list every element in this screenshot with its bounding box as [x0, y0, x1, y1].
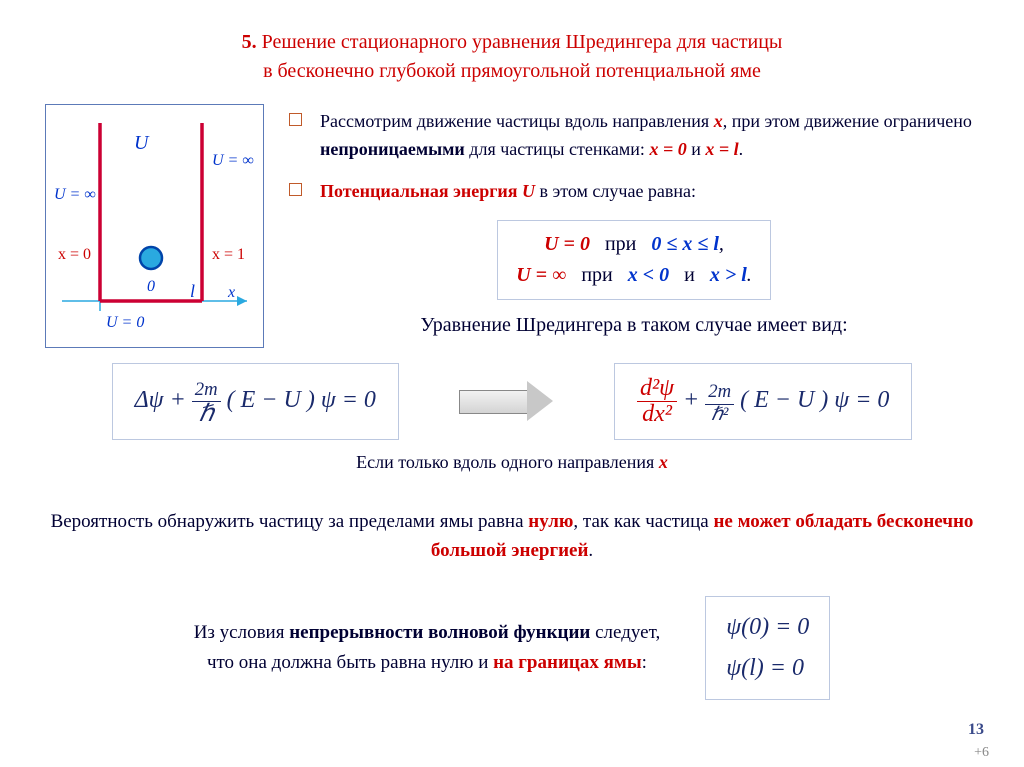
section-title: 5. Решение стационарного уравнения Шреди…: [0, 0, 1024, 86]
bullet-square-icon: [289, 183, 302, 196]
equation-row: Δψ + 2mℏ ( E − U ) ψ = 0 d²ψdx² + 2mℏ² (…: [45, 363, 979, 440]
equation-2: d²ψdx² + 2mℏ² ( E − U ) ψ = 0: [614, 363, 912, 440]
svg-text:x = 0: x = 0: [58, 246, 91, 263]
svg-text:U = 0: U = 0: [106, 314, 144, 331]
boundary-conditions-box: ψ(0) = 0 ψ(l) = 0: [705, 596, 830, 700]
bullet-2-text: Потенциальная энергия U в этом случае ра…: [320, 178, 696, 206]
continuity-text: Из условия непрерывности волновой функци…: [194, 618, 661, 677]
schrodinger-intro: Уравнение Шредингера в таком случае имее…: [289, 314, 979, 337]
bullet-1: Рассмотрим движение частицы вдоль направ…: [289, 108, 979, 164]
svg-text:U = ∞: U = ∞: [212, 152, 254, 169]
title-line-2: в бесконечно глубокой прямоугольной поте…: [263, 60, 761, 82]
bullet-2: Потенциальная энергия U в этом случае ра…: [289, 178, 979, 206]
bullet-square-icon: [289, 113, 302, 126]
section-number: 5.: [242, 31, 257, 53]
page-number: 13: [968, 721, 984, 739]
equation-1: Δψ + 2mℏ ( E − U ) ψ = 0: [112, 363, 399, 440]
bullet-list: Рассмотрим движение частицы вдоль направ…: [289, 104, 979, 353]
bullet-1-text: Рассмотрим движение частицы вдоль направ…: [320, 108, 979, 164]
direction-note: Если только вдоль одного направления x: [45, 452, 979, 473]
svg-text:0: 0: [147, 278, 155, 295]
probability-statement: Вероятность обнаружить частицу за предел…: [45, 507, 979, 566]
svg-text:U = ∞: U = ∞: [54, 186, 96, 203]
continuity-row: Из условия непрерывности волновой функци…: [45, 596, 979, 700]
potential-well-diagram: U U = ∞ U = ∞ x = 0 x = 1 0 l x U = 0: [45, 104, 264, 348]
footer-note: +6: [974, 745, 989, 761]
title-line-1: Решение стационарного уравнения Шрединге…: [262, 31, 783, 53]
arrow-icon: [459, 383, 554, 419]
svg-text:l: l: [190, 281, 195, 301]
svg-text:x = 1: x = 1: [212, 246, 245, 263]
conditions-box: U = 0 при 0 ≤ x ≤ l, U = ∞ при x < 0 и x…: [289, 220, 979, 300]
svg-text:x: x: [227, 284, 235, 301]
svg-text:U: U: [134, 132, 150, 154]
